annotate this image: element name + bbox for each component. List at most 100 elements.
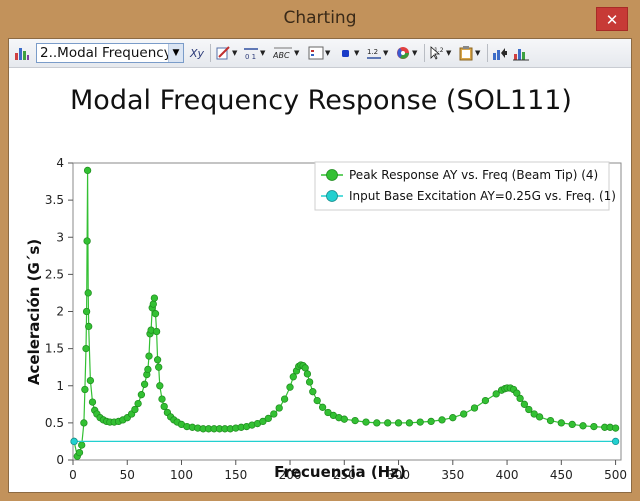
x-tick-label: 200 (279, 468, 302, 482)
data-point (137, 391, 146, 399)
chevron-down-icon[interactable]: ▼ (354, 49, 360, 57)
chevron-down-icon[interactable]: ▼ (294, 49, 300, 57)
svg-text:1.2: 1.2 (434, 47, 444, 54)
data-point (557, 419, 565, 427)
data-point (318, 403, 327, 411)
marker-icon (342, 50, 349, 57)
data-point (492, 390, 500, 398)
number-format-icon: 1.2 (367, 48, 381, 59)
chevron-down-icon[interactable]: ▼ (475, 49, 481, 57)
data-point (546, 416, 555, 425)
data-point (305, 378, 314, 386)
text-label-button[interactable]: ABC ▼ (273, 43, 299, 63)
x-tick-label: 100 (170, 468, 193, 482)
data-point (579, 422, 587, 430)
x-axis-label: Frecuencia (Hz) (274, 463, 406, 481)
axis-title-button[interactable]: Xy (189, 43, 205, 63)
chart-select-dropdown[interactable]: 2..Modal Frequency ▼ (36, 43, 184, 63)
title-bar[interactable]: Charting ✕ (0, 0, 640, 38)
data-point (160, 402, 168, 411)
data-point (427, 417, 435, 426)
x-tick-label: 150 (224, 468, 247, 482)
data-point (275, 404, 283, 412)
data-point (611, 424, 620, 432)
data-point (513, 389, 521, 397)
data-point (84, 289, 92, 297)
data-point (535, 413, 544, 421)
legend-icon (308, 46, 324, 60)
svg-text:Xy: Xy (189, 47, 205, 60)
data-point (449, 414, 457, 422)
close-button[interactable]: ✕ (596, 7, 628, 31)
data-point (264, 414, 272, 423)
export-chart-button[interactable] (492, 43, 508, 63)
chevron-down-icon[interactable]: ▼ (383, 49, 389, 57)
marker-button[interactable]: ▼ (337, 43, 359, 63)
data-point (82, 307, 91, 316)
data-point (131, 405, 139, 414)
chevron-down-icon[interactable]: ▼ (260, 49, 266, 57)
data-point (286, 383, 294, 391)
pointer-value-button[interactable]: 1.2 ▼ (429, 43, 451, 63)
data-point (80, 419, 88, 427)
data-point (481, 396, 490, 405)
data-point (516, 394, 524, 403)
y-axis-label: Aceleración (G´s) (25, 239, 43, 385)
color-button[interactable]: ▼ (395, 43, 417, 63)
chart-canvas[interactable]: Modal Frequency Response (SOL111) 0 50 100… (9, 67, 631, 492)
data-point (270, 410, 278, 418)
data-point (156, 382, 164, 390)
y-tick-label: 1.5 (45, 342, 64, 356)
chart-settings-button[interactable] (513, 43, 529, 63)
data-point (152, 327, 161, 336)
chevron-down-icon[interactable]: ▼ (325, 49, 331, 57)
legend-swatch-marker (326, 169, 338, 181)
y-tick-label: 0.5 (45, 416, 64, 430)
data-point (438, 416, 446, 424)
data-point (301, 364, 309, 372)
data-point (460, 410, 468, 418)
text-label-icon: ABC (273, 47, 292, 60)
svg-text:0 1: 0 1 (245, 53, 256, 61)
chart-toolbar: 2..Modal Frequency ▼ Xy ▼ 0 1 ▼ (9, 39, 631, 68)
legend-box (314, 161, 610, 211)
data-point (78, 441, 86, 449)
chevron-down-icon[interactable]: ▼ (232, 49, 238, 57)
y-tick-label: 4 (56, 156, 64, 170)
chart-settings-icon (513, 49, 529, 61)
data-point (351, 416, 359, 425)
legend: Peak Response AY vs. Freq (Beam Tip) (4)… (314, 161, 616, 211)
number-format-button[interactable]: 1.2 ▼ (366, 43, 388, 63)
chevron-down-icon[interactable]: ▼ (446, 49, 452, 57)
y-tick-label: 0 (56, 453, 64, 467)
chart-type-button[interactable] (14, 43, 30, 63)
data-point (144, 365, 152, 374)
data-point (470, 404, 479, 412)
data-point (149, 300, 157, 308)
data-point (88, 398, 97, 406)
data-point (83, 237, 91, 245)
x-tick-label: 500 (604, 468, 627, 482)
data-point (525, 405, 533, 414)
x-tick-label: 400 (496, 468, 519, 482)
bar-chart-icon (15, 48, 29, 60)
chevron-down-icon[interactable]: ▼ (168, 44, 183, 62)
data-point (134, 399, 142, 408)
data-point (75, 448, 84, 457)
legend-button[interactable]: ▼ (308, 43, 330, 63)
data-point (259, 417, 267, 426)
plot-area (70, 166, 620, 460)
data-point (140, 380, 149, 388)
chevron-down-icon[interactable]: ▼ (412, 49, 418, 57)
x-tick-label: 250 (333, 468, 356, 482)
data-point (289, 373, 297, 381)
data-point (82, 344, 90, 353)
x-tick-label: 450 (550, 468, 573, 482)
clipboard-button[interactable]: ▼ (458, 43, 480, 63)
chart-title: Modal Frequency Response (SOL111) (70, 85, 572, 116)
svg-text:ABC: ABC (273, 51, 290, 60)
axis-scale-button[interactable]: 0 1 ▼ (243, 43, 265, 63)
edit-chart-button[interactable]: ▼ (215, 43, 237, 63)
data-point (611, 437, 620, 446)
x-tick-label: 0 (69, 468, 77, 482)
